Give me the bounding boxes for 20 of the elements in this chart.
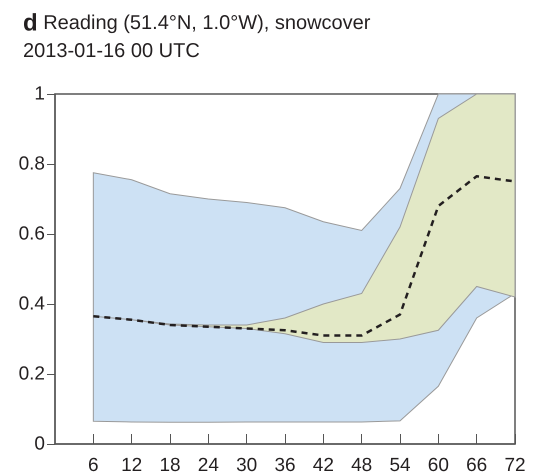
y-tick-label: 1 [34,84,45,104]
x-tick-label: 6 [88,455,99,475]
x-tick-label: 42 [312,455,334,475]
x-tick-label: 12 [121,455,142,475]
y-tick-label: 0.4 [18,294,46,314]
x-tick-label: 36 [274,455,296,475]
x-tick-label: 18 [159,455,181,475]
y-tick-label: 0 [34,434,45,454]
y-tick-label: 0.2 [18,364,45,384]
x-tick-label: 72 [504,455,526,475]
chart-title: d Reading (51.4°N, 1.0°W), snowcover [23,10,371,36]
y-tick-label: 0.8 [18,154,45,174]
x-tick-label: 48 [351,455,372,475]
x-tick-label: 66 [466,455,488,475]
x-tick-label: 24 [198,455,220,475]
chart-subtitle: 2013-01-16 00 UTC [23,40,200,62]
y-tick-label: 0.6 [18,224,45,244]
x-tick-label: 54 [389,455,411,475]
x-tick-label: 60 [428,455,449,475]
x-tick-label: 30 [236,455,258,475]
